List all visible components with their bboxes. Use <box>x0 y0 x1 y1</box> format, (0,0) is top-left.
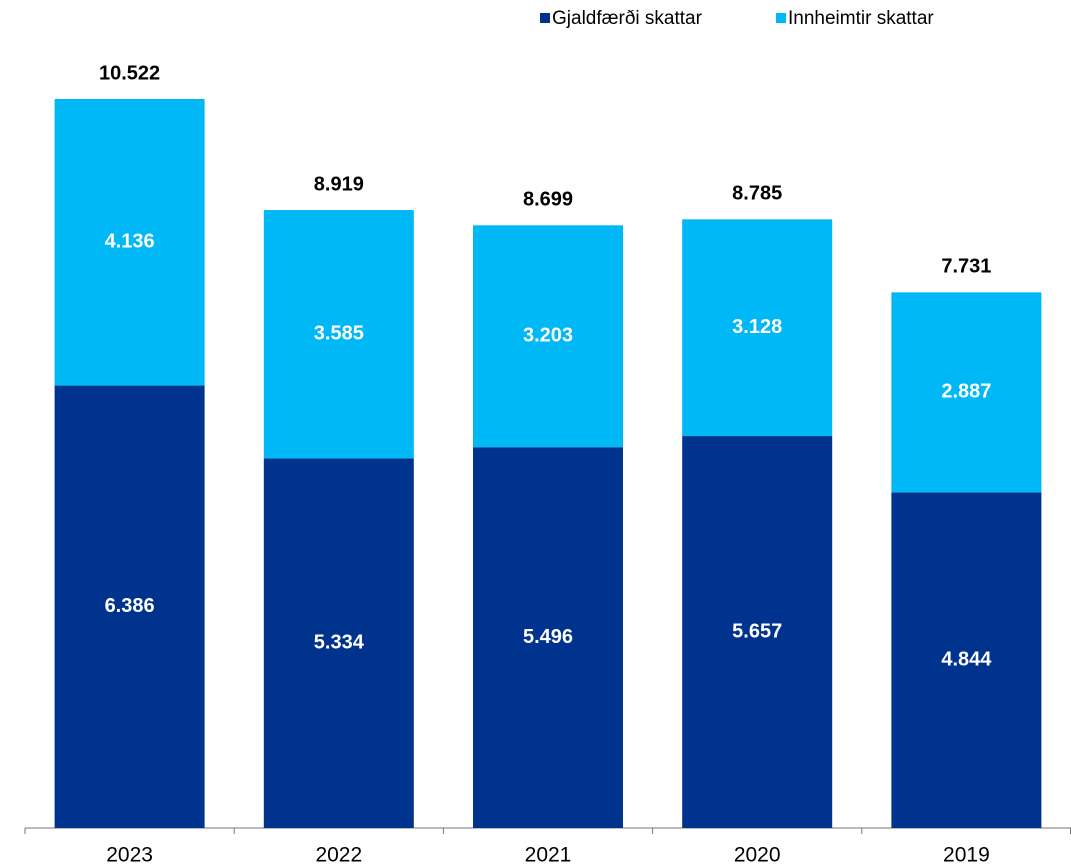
segment-label: 5.496 <box>523 626 573 648</box>
bar-segment <box>54 385 205 828</box>
x-tick-label: 2023 <box>106 844 153 867</box>
segment-label: 5.657 <box>732 620 782 642</box>
bar-segment <box>682 436 833 828</box>
segment-label: 5.334 <box>314 632 365 654</box>
legend-swatch <box>540 13 550 23</box>
legend-label: Innheimtir skattar <box>788 8 934 29</box>
bar-segment <box>263 458 414 828</box>
segment-label: 3.128 <box>732 316 782 338</box>
segment-label: 6.386 <box>105 595 155 617</box>
total-label: 8.699 <box>523 189 573 211</box>
bar-segment <box>891 492 1042 828</box>
segment-label: 3.585 <box>314 323 364 345</box>
bar-segment <box>891 292 1042 493</box>
segment-label: 3.203 <box>523 325 573 347</box>
segment-label: 4.844 <box>941 648 992 670</box>
segment-label: 2.887 <box>941 381 991 403</box>
x-tick-label: 2021 <box>525 844 572 867</box>
bar-segment <box>473 447 623 828</box>
x-tick-label: 2020 <box>734 844 781 867</box>
segment-label: 4.136 <box>105 231 155 253</box>
total-label: 7.731 <box>941 256 991 278</box>
legend-swatch <box>776 13 786 23</box>
x-tick-label: 2022 <box>315 844 362 867</box>
bar-segment <box>682 219 833 437</box>
bar-segment <box>473 225 623 448</box>
x-tick-label: 2019 <box>943 844 990 867</box>
total-label: 10.522 <box>99 62 160 84</box>
bar-segment <box>263 210 414 459</box>
bar-segment <box>54 99 205 386</box>
total-label: 8.785 <box>732 183 782 205</box>
legend-label: Gjaldfærði skattar <box>552 8 703 29</box>
total-label: 8.919 <box>314 173 364 195</box>
